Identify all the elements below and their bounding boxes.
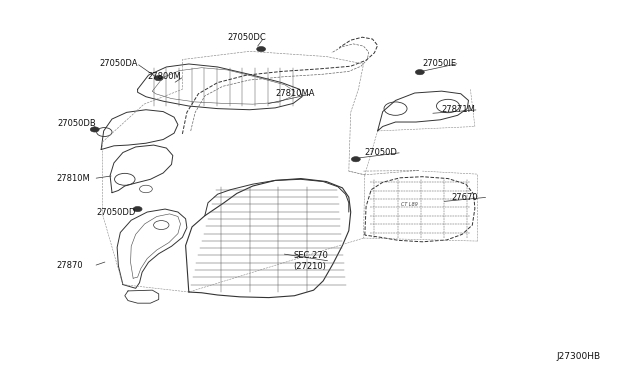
Text: 27810M: 27810M: [56, 174, 90, 183]
Circle shape: [351, 157, 360, 162]
Text: 27670: 27670: [451, 193, 478, 202]
Text: 27050DD: 27050DD: [96, 208, 136, 217]
Circle shape: [257, 46, 266, 52]
Text: 27050D: 27050D: [365, 148, 397, 157]
Circle shape: [154, 76, 163, 81]
Circle shape: [90, 127, 99, 132]
Text: CT L89: CT L89: [401, 202, 418, 207]
Text: 27050DA: 27050DA: [99, 59, 138, 68]
Text: SEC.270
(27210): SEC.270 (27210): [293, 251, 328, 271]
Text: 27810MA: 27810MA: [275, 89, 315, 98]
Text: 27050DC: 27050DC: [227, 33, 266, 42]
Text: 27870: 27870: [56, 262, 83, 270]
Text: 27800M: 27800M: [147, 72, 181, 81]
Circle shape: [133, 206, 142, 212]
Circle shape: [415, 70, 424, 75]
Text: 27050IE: 27050IE: [422, 59, 456, 68]
Text: 27050DB: 27050DB: [58, 119, 97, 128]
Text: 27871M: 27871M: [442, 105, 476, 114]
Text: J27300HB: J27300HB: [557, 352, 601, 361]
